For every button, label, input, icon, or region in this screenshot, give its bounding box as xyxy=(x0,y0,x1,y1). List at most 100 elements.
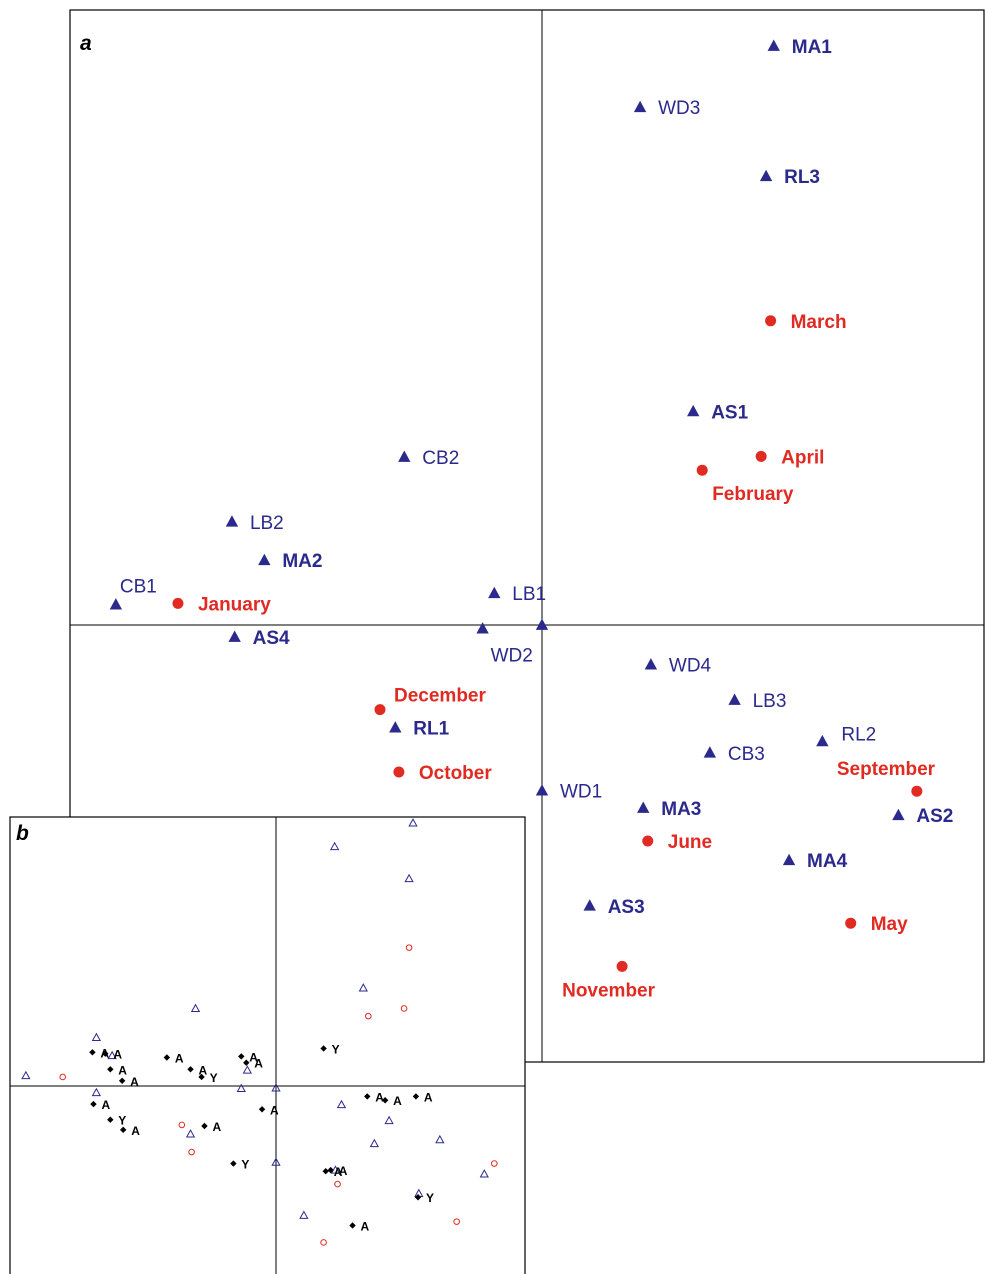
month-point-december xyxy=(374,704,386,716)
panel-b-diamond xyxy=(414,1194,422,1201)
panel-b-diamond xyxy=(198,1073,205,1081)
panel-b-diamond xyxy=(201,1122,208,1130)
month-point-january xyxy=(172,597,184,609)
site-triangle-ma4 xyxy=(782,853,796,866)
panel-b-diamond-label: A xyxy=(361,1219,370,1233)
panel-b-diamond-label: A xyxy=(130,1075,139,1089)
panel-b-frame xyxy=(9,816,526,1274)
panel-b-open-triangle xyxy=(408,818,418,827)
panel-b-diamond-label: A xyxy=(270,1103,279,1117)
panel-b-open-triangle xyxy=(330,1165,341,1174)
panel-b-diamond-label: A xyxy=(254,1057,263,1071)
panel-b-diamond xyxy=(90,1100,97,1108)
site-triangle-as4 xyxy=(228,630,241,642)
panel-b-open-triangle xyxy=(242,1065,252,1074)
panel-b-diamond-label: Y xyxy=(241,1158,249,1172)
panel-b-open-triangle xyxy=(21,1070,31,1080)
panel-b-diamond-label: A xyxy=(118,1063,127,1077)
site-label-rl3: RL3 xyxy=(784,167,820,188)
panel-b-diamond-label: A xyxy=(334,1165,343,1179)
month-point-march xyxy=(765,315,777,327)
panel-b-diamond-label: A xyxy=(113,1048,122,1062)
panel-b-marks: AAAAAAAYAYAAAAAYAAYAAYA xyxy=(21,818,498,1246)
panel-b-diamond xyxy=(381,1097,389,1104)
site-triangle-wd4 xyxy=(644,658,658,670)
panel-b-open-triangle xyxy=(236,1083,246,1093)
month-label-december: December xyxy=(394,686,486,707)
site-triangle-origin xyxy=(535,618,549,630)
panel-b-open-triangle xyxy=(384,1115,394,1125)
panel-b-open-circle xyxy=(59,1073,67,1081)
site-triangle-ma1 xyxy=(767,39,780,51)
month-point-october xyxy=(393,766,405,778)
panel-b-diamond-label: A xyxy=(212,1120,221,1134)
panel-b-open-circle xyxy=(188,1148,195,1156)
panel-b-diamond xyxy=(364,1093,371,1100)
site-triangle-lb2 xyxy=(225,515,239,527)
panel-b-diamond xyxy=(327,1166,334,1174)
month-label-january: January xyxy=(198,594,271,615)
site-label-wd2: WD2 xyxy=(491,646,533,667)
panel-b-open-triangle xyxy=(479,1169,489,1178)
panel-b-open-triangle xyxy=(404,873,414,883)
site-label-ma4: MA4 xyxy=(807,851,848,872)
panel-b-open-triangle xyxy=(336,1099,347,1109)
panel-b-diamond xyxy=(230,1160,237,1167)
panel-b-diamond xyxy=(243,1059,250,1066)
site-triangle-wd2 xyxy=(476,622,489,634)
site-triangle-lb3 xyxy=(728,693,741,705)
month-label-september: September xyxy=(837,759,936,780)
panel-b-diamond xyxy=(322,1168,329,1175)
panel-b-diamond-label: A xyxy=(101,1098,110,1112)
site-label-cb2: CB2 xyxy=(422,448,459,469)
panel-b-diamond-label: Y xyxy=(426,1191,434,1205)
panel-b-open-circle xyxy=(453,1218,460,1225)
panel-b: b AAAAAAAYAYAAAAAYAAYAAYA xyxy=(9,816,526,1274)
panel-b-open-circle xyxy=(490,1160,498,1167)
panel-b-open-triangle xyxy=(358,983,368,992)
month-point-may xyxy=(845,917,857,929)
site-label-wd3: WD3 xyxy=(658,98,700,119)
site-triangle-cb2 xyxy=(398,450,411,462)
panel-b-open-triangle xyxy=(91,1032,102,1042)
month-point-november xyxy=(616,960,628,972)
panel-b-diamond xyxy=(187,1066,194,1073)
panel-b-open-triangle xyxy=(271,1083,281,1092)
panel-b-diamond xyxy=(89,1049,96,1056)
month-label-june: June xyxy=(668,832,712,853)
site-label-cb1: CB1 xyxy=(120,577,157,598)
site-triangle-lb1 xyxy=(488,586,501,599)
site-triangle-as3 xyxy=(583,899,596,911)
site-triangle-wd1 xyxy=(535,784,549,796)
site-label-ma1: MA1 xyxy=(792,37,833,58)
panel-b-diamond xyxy=(238,1053,245,1060)
month-label-may: May xyxy=(871,914,908,935)
panel-b-open-circle xyxy=(178,1121,186,1129)
site-label-lb1: LB1 xyxy=(512,584,546,605)
site-label-rl1: RL1 xyxy=(413,719,449,740)
site-label-wd4: WD4 xyxy=(669,656,712,677)
panel-b-open-triangle xyxy=(369,1138,380,1148)
panel-b-letter: b xyxy=(16,822,29,845)
site-label-lb2: LB2 xyxy=(250,513,284,534)
panel-b-open-triangle xyxy=(299,1210,309,1219)
panel-b-diamond xyxy=(163,1054,171,1061)
panel-b-open-triangle xyxy=(185,1129,196,1138)
panel-b-diamond-label: A xyxy=(249,1050,258,1064)
panel-b-diamond xyxy=(107,1066,114,1073)
site-label-cb3: CB3 xyxy=(728,744,765,765)
month-label-november: November xyxy=(562,980,656,1001)
site-triangle-ma2 xyxy=(258,553,271,566)
panel-b-diamond-label: A xyxy=(424,1090,433,1104)
panel-b-diamond-label: A xyxy=(339,1164,348,1178)
month-point-september xyxy=(911,785,923,797)
panel-b-open-circle xyxy=(320,1239,327,1246)
site-label-as2: AS2 xyxy=(916,806,953,827)
month-label-march: March xyxy=(791,312,847,333)
site-triangle-rl3 xyxy=(759,169,773,182)
panel-b-diamond-label: A xyxy=(393,1094,402,1108)
panel-b-diamond xyxy=(107,1116,114,1123)
month-label-february: February xyxy=(712,484,794,505)
panel-b-diamond-label: Y xyxy=(332,1042,340,1056)
